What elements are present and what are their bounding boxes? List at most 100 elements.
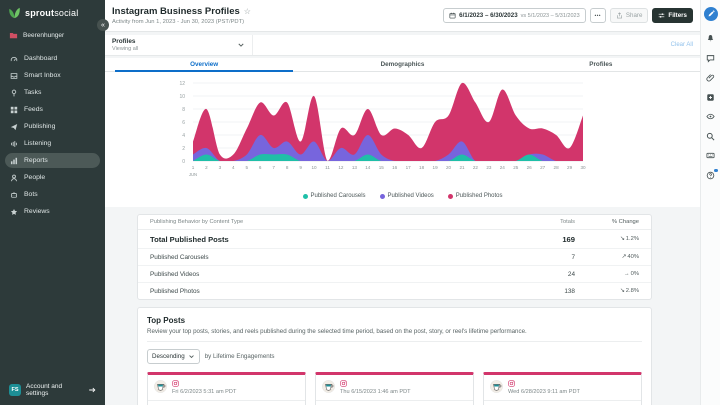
table-header-change: % Change — [611, 219, 639, 225]
message-icon — [706, 54, 715, 63]
legend-dot — [379, 193, 385, 199]
title-block: Instagram Business Profiles ☆ Activity f… — [112, 6, 439, 25]
account-label: Account and settings — [26, 383, 63, 397]
tab-overview[interactable]: Overview — [105, 58, 303, 72]
table-body: Total Published Posts 169 ↘ 1.2% Publishe… — [138, 230, 651, 299]
sidebar-item-people[interactable]: People — [5, 170, 100, 185]
rail-apps-button[interactable] — [703, 88, 719, 108]
metric-name: Published Carousels — [150, 253, 209, 261]
legend-dot — [447, 193, 453, 199]
rail-views-button[interactable] — [703, 107, 719, 127]
sidebar-item-reports[interactable]: Reports — [5, 153, 100, 168]
folder-icon — [9, 31, 18, 40]
sidebar-item-tasks[interactable]: Tasks — [5, 85, 100, 100]
post-header: Thu 6/15/2023 1:46 am PDT — [316, 375, 473, 401]
svg-text:20: 20 — [446, 165, 452, 170]
brand-name: sproutsocial — [25, 7, 79, 18]
rail-messages-button[interactable] — [703, 49, 719, 69]
keyboard-icon — [706, 151, 715, 160]
notification-dot — [714, 168, 718, 172]
sidebar-item-label: Listening — [24, 140, 52, 147]
post-text: Test for profiles — [316, 401, 473, 405]
post-header: Wed 6/28/2023 9:11 am PDT — [484, 375, 641, 401]
svg-text:24: 24 — [500, 165, 506, 170]
sidebar-item-bots[interactable]: Bots — [5, 187, 100, 202]
legend-item[interactable]: Published Photos — [447, 193, 503, 199]
svg-text:23: 23 — [486, 165, 492, 170]
top-posts-title: Top Posts — [147, 316, 186, 325]
rail-compose-button[interactable] — [703, 7, 718, 21]
more-options-button[interactable]: ••• — [589, 8, 606, 23]
filters-button[interactable]: Filters — [652, 8, 693, 23]
tab-profiles[interactable]: Profiles — [589, 61, 613, 68]
svg-text:4: 4 — [232, 165, 235, 170]
metric-total: 138 — [564, 287, 575, 295]
chevron-down-icon — [237, 41, 245, 49]
sidebar-item-feeds[interactable]: Feeds — [5, 102, 100, 117]
svg-text:27: 27 — [540, 165, 546, 170]
trend-up-icon: ↗ — [621, 254, 627, 260]
legend-item[interactable]: Published Carousels — [302, 193, 366, 199]
share-button[interactable]: Share — [609, 8, 649, 23]
svg-text:5: 5 — [246, 165, 249, 170]
tab-demographics[interactable]: Demographics — [380, 61, 425, 68]
page-title: Instagram Business Profiles — [112, 6, 240, 17]
clear-all-link[interactable]: Clear All — [670, 42, 693, 48]
post-card[interactable]: Wed 6/28/2023 9:11 am PDT Get your caffe… — [483, 372, 642, 405]
bell-icon — [706, 34, 715, 43]
metric-total: 24 — [567, 270, 575, 278]
svg-text:26: 26 — [527, 165, 533, 170]
tasks-icon — [10, 89, 18, 97]
post-card[interactable]: Thu 6/15/2023 1:46 am PDT Test for profi… — [315, 372, 474, 405]
reports-icon — [10, 157, 18, 165]
svg-text:28: 28 — [554, 165, 560, 170]
rail-keyboard-shortcuts-button[interactable] — [703, 146, 719, 166]
top-posts-card: Top Posts Review your top posts, stories… — [137, 307, 652, 405]
rail-help-button[interactable] — [703, 166, 719, 186]
svg-text:29: 29 — [567, 165, 573, 170]
favorite-star-icon[interactable]: ☆ — [243, 6, 251, 16]
eye-icon — [706, 112, 715, 121]
sidebar-collapse-button[interactable]: « — [97, 19, 109, 31]
post-card[interactable]: Fri 6/2/2023 5:31 am PDT TEST — [147, 372, 306, 405]
legend-item[interactable]: Published Videos — [379, 193, 434, 199]
sidebar-item-smart-inbox[interactable]: Smart Inbox — [5, 68, 100, 83]
sort-order-select[interactable]: Descending — [147, 349, 200, 364]
sidebar-item-listening[interactable]: Listening — [5, 136, 100, 151]
plus-square-icon — [706, 93, 715, 102]
table-header-row: Publishing Behavior by Content Type Tota… — [138, 215, 651, 230]
rail-search-button[interactable] — [703, 127, 719, 147]
svg-text:6: 6 — [182, 120, 185, 126]
svg-text:22: 22 — [473, 165, 479, 170]
date-range-button[interactable]: 6/1/2023 – 6/30/2023 vs 5/1/2023 – 5/31/… — [443, 8, 586, 23]
svg-text:12: 12 — [338, 165, 344, 170]
stacked-area-chart[interactable]: 0 2 4 6 8 10 12 1 2 3 4 5 6 7 8 9 10 11 12 13 14 15 16 17 18 19 20… — [105, 77, 700, 189]
rail-notifications-button[interactable] — [703, 29, 719, 49]
sidebar-item-publishing[interactable]: Publishing — [5, 119, 100, 134]
svg-text:19: 19 — [433, 165, 439, 170]
question-icon — [706, 171, 715, 180]
table-row[interactable]: Total Published Posts 169 ↘ 1.2% — [138, 230, 651, 249]
sidebar-item-label: Bots — [24, 191, 38, 198]
svg-text:18: 18 — [419, 165, 425, 170]
sidebar-item-reviews[interactable]: Reviews — [5, 204, 100, 219]
table-row[interactable]: Published Videos 24 → 0% — [138, 266, 651, 283]
table-row[interactable]: Published Photos 138 ↘ 2.8% — [138, 283, 651, 299]
svg-text:12: 12 — [179, 81, 185, 87]
profiles-filter-dropdown[interactable]: Profiles Viewing all — [105, 35, 253, 55]
post-header: Fri 6/2/2023 5:31 am PDT — [148, 375, 305, 401]
sidebar-item-dashboard[interactable]: Dashboard — [5, 51, 100, 66]
publishing-icon — [10, 123, 18, 131]
table-row[interactable]: Published Carousels 7 ↗ 40% — [138, 249, 651, 266]
sidebar-item-label: Dashboard — [24, 55, 58, 62]
svg-text:11: 11 — [325, 165, 330, 170]
date-range-comparison: vs 5/1/2023 – 5/31/2023 — [520, 12, 580, 19]
sidebar-item-label: Reviews — [24, 208, 50, 215]
arrow-right-icon — [88, 386, 96, 394]
brand-logo[interactable]: sproutsocial — [0, 0, 105, 22]
main-content: Instagram Business Profiles ☆ Activity f… — [105, 0, 700, 405]
rail-links-button[interactable] — [703, 68, 719, 88]
profiles-filter-bar: Profiles Viewing all Clear All — [105, 35, 700, 56]
account-and-settings[interactable]: FS Account and settings — [0, 375, 105, 405]
group-selector[interactable]: Beerenhunger — [0, 22, 105, 44]
